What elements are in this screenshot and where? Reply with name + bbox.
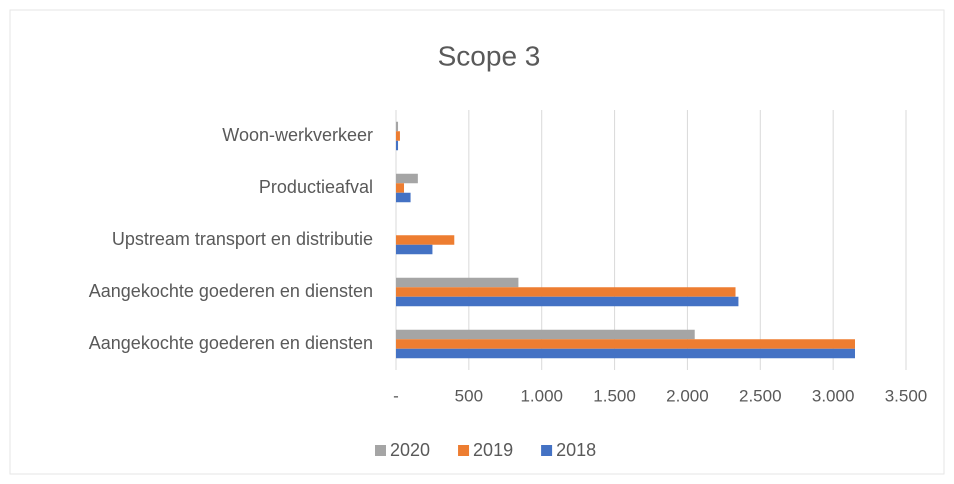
bar [396, 140, 399, 151]
bar [396, 244, 433, 255]
chart-frame [9, 9, 945, 475]
bar [396, 192, 411, 203]
x-tick-label: 3.000 [812, 386, 855, 405]
legend-swatch [375, 445, 386, 456]
x-tick-label: 1.500 [593, 386, 636, 405]
y-tick-label: Aangekochte goederen en diensten [89, 281, 373, 301]
legend-swatch [541, 445, 553, 456]
legend-label: 2019 [473, 440, 513, 460]
bar [396, 296, 739, 307]
y-tick-label: Productieafval [259, 177, 373, 197]
x-tick-label: 1.000 [520, 386, 563, 405]
bar [396, 348, 855, 359]
x-tick-label: 500 [455, 386, 483, 405]
legend-label: 2018 [556, 440, 596, 460]
x-tick-label: 2.000 [666, 386, 709, 405]
chart-title: Scope 3 [438, 40, 541, 71]
bar [396, 339, 855, 349]
x-tick-label: - [393, 386, 399, 405]
x-tick-label: 2.500 [739, 386, 782, 405]
bar [396, 121, 399, 132]
legend-swatch [458, 445, 470, 456]
legend-label: 2020 [390, 440, 430, 460]
bar [396, 235, 455, 245]
y-tick-label: Woon-werkverkeer [222, 125, 373, 145]
bar [396, 131, 400, 141]
bar [396, 183, 405, 193]
bar [396, 173, 418, 184]
bar [396, 287, 736, 297]
y-tick-label: Upstream transport en distributie [112, 229, 373, 249]
bar [396, 277, 519, 288]
y-tick-label: Aangekochte goederen en diensten [89, 333, 373, 353]
x-tick-label: 3.500 [885, 386, 928, 405]
bar [396, 329, 695, 340]
